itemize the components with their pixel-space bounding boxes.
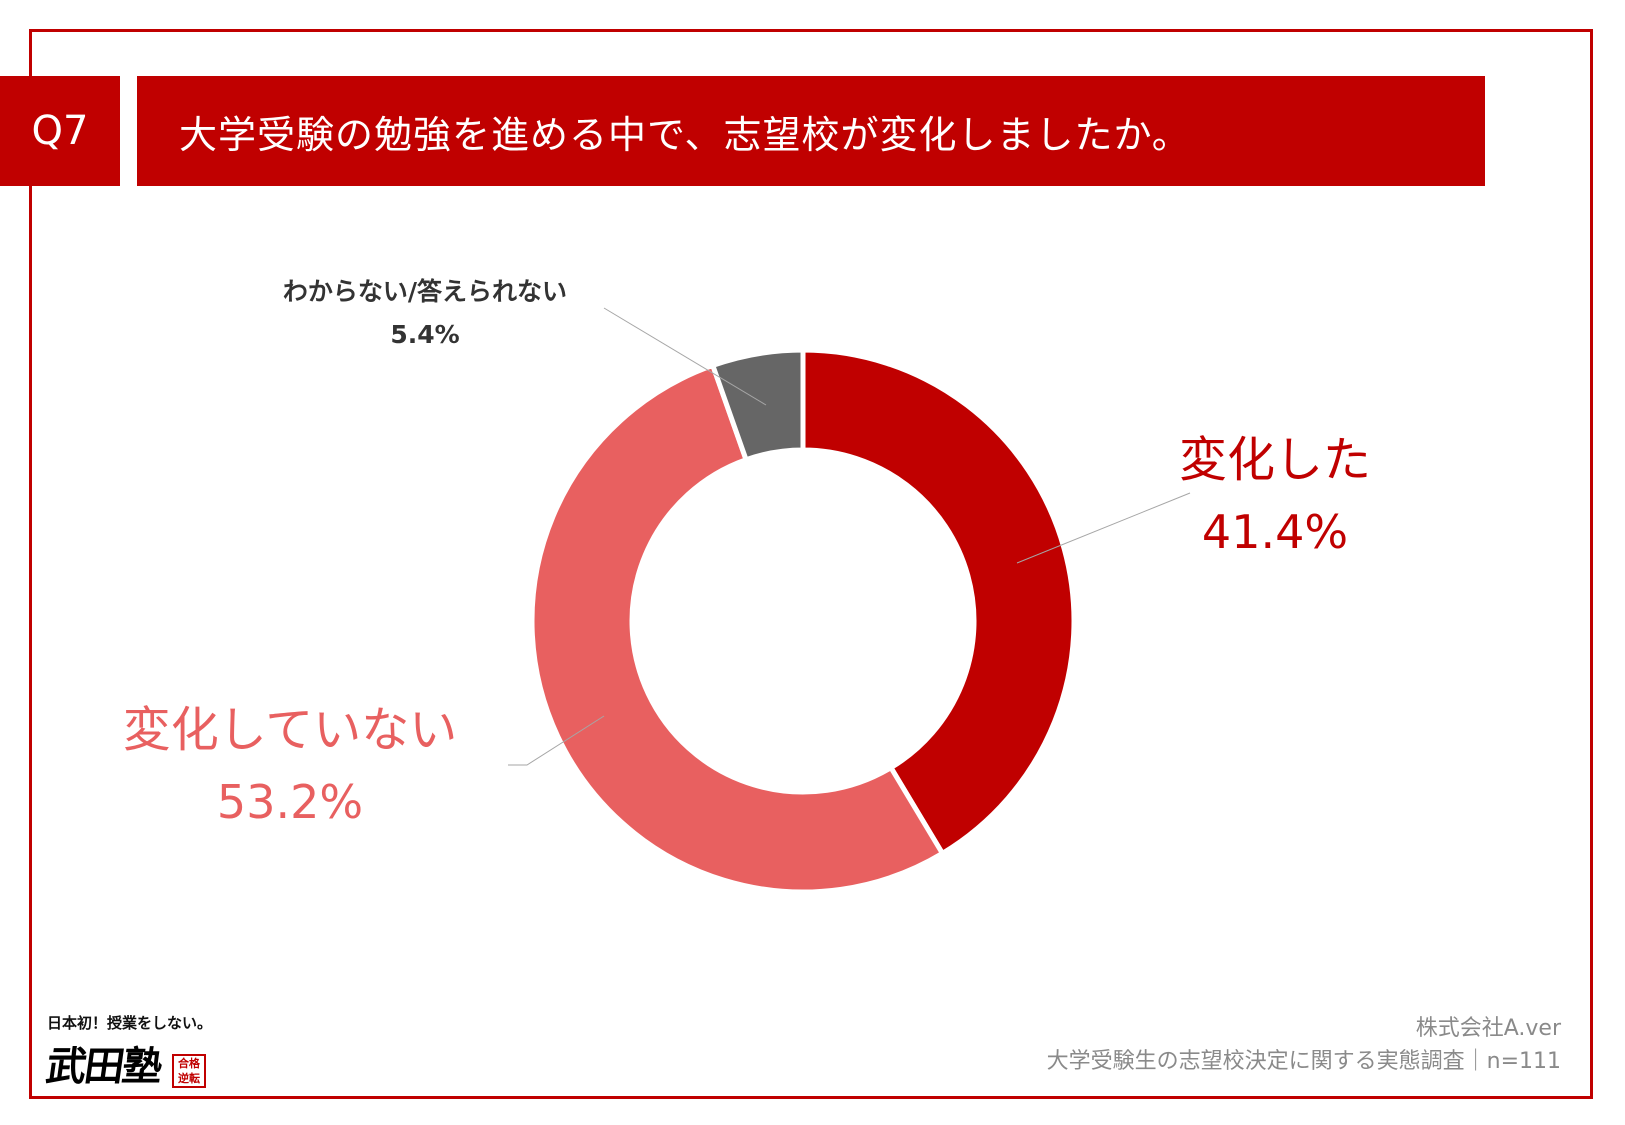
question-title: 大学受験の勉強を進める中で、志望校が変化しましたか。 (137, 76, 1485, 186)
slice-value-changed: 41.4% (1201, 505, 1349, 559)
slice-label-not-changed: 変化していない (122, 702, 458, 758)
slice-not-changed (529, 362, 946, 895)
slide-frame (29, 29, 1593, 1099)
slice-label-changed: 変化した (1178, 432, 1371, 488)
takedajuku-logo: 日本初！授業をしない。 武田塾 合格逆転 (43, 1012, 212, 1097)
leader-line-slice-changed (1016, 492, 1191, 564)
logo-name: 武田塾 (43, 1043, 164, 1090)
logo-tagline: 日本初！授業をしない。 (47, 1014, 213, 1032)
slice-unknown (709, 347, 806, 463)
slice-value-unknown: 5.4% (390, 320, 460, 349)
source-company: 株式会社A.ver (1415, 1016, 1561, 1041)
leader-line-slice-unknown (603, 307, 767, 406)
source-survey: 大学受験生の志望校決定に関する実態調査｜n=111 (1046, 1049, 1561, 1074)
slice-value-not-changed: 53.2% (216, 775, 364, 829)
question-number-badge: Q7 (0, 76, 120, 186)
slice-changed (800, 347, 1077, 857)
leader-line-slice-not-changed (508, 715, 605, 766)
logo-stamp: 合格逆転 (172, 1054, 206, 1088)
slice-label-unknown: わからない/答えられない (282, 277, 568, 306)
